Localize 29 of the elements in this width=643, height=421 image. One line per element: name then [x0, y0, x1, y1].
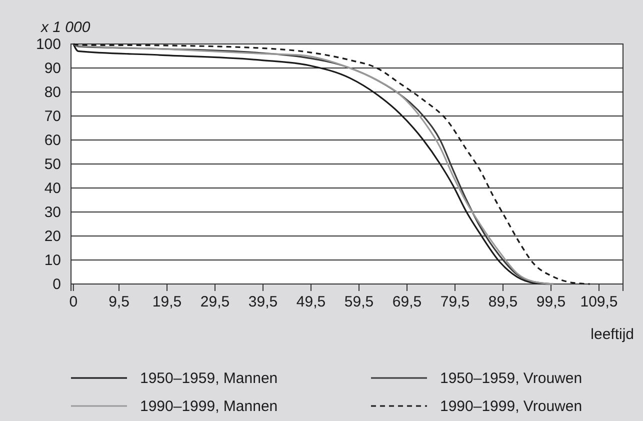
legend-label: 1950–1959, Mannen	[140, 370, 278, 387]
x-tick-label: 9,5	[108, 294, 130, 311]
y-axis-title: x 1 000	[40, 19, 91, 36]
y-tick-label: 70	[44, 108, 61, 125]
y-tick-label: 0	[52, 276, 61, 293]
x-tick-label: 29,5	[200, 294, 230, 311]
legend-label: 1990–1999, Vrouwen	[440, 398, 582, 415]
legend-label: 1990–1999, Mannen	[140, 398, 278, 415]
x-tick-label: 109,5	[580, 294, 618, 311]
x-tick-label: 49,5	[296, 294, 326, 311]
x-tick-label: 59,5	[344, 294, 374, 311]
y-tick-label: 90	[44, 60, 61, 77]
y-tick-label: 10	[44, 252, 61, 269]
y-tick-label: 100	[36, 36, 61, 53]
x-tick-label: 19,5	[152, 294, 182, 311]
y-tick-label: 20	[44, 228, 61, 245]
y-tick-label: 40	[44, 180, 61, 197]
y-tick-label: 60	[44, 132, 61, 149]
x-tick-label: 69,5	[392, 294, 422, 311]
y-tick-label: 80	[44, 84, 61, 101]
y-tick-label: 30	[44, 204, 61, 221]
y-tick-label: 50	[44, 156, 61, 173]
x-tick-label: 79,5	[440, 294, 470, 311]
x-tick-label: 0	[69, 294, 78, 311]
x-axis-title: leeftijd	[590, 326, 634, 343]
x-tick-label: 99,5	[536, 294, 566, 311]
x-tick-label: 89,5	[488, 294, 518, 311]
x-tick-label: 39,5	[248, 294, 278, 311]
legend-label: 1950–1959, Vrouwen	[440, 370, 582, 387]
